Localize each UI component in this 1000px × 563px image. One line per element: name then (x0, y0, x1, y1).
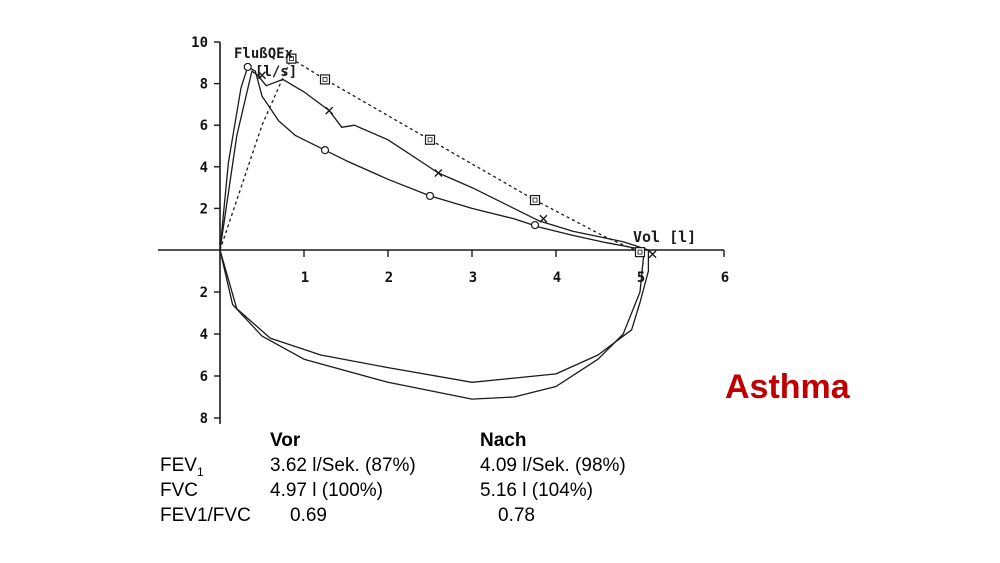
x-marker (258, 71, 266, 80)
row-label: FEV1/FVC (160, 505, 251, 526)
x-marker (434, 169, 443, 178)
header-vor: Vor (270, 430, 301, 451)
x-tick-label: 2 (385, 270, 393, 286)
square-marker (286, 53, 297, 64)
series-line-4 (219, 249, 645, 400)
square-marker (424, 134, 436, 145)
circle-marker (243, 62, 252, 72)
y-tick-label: 4 (200, 160, 208, 176)
chart-curves (219, 57, 654, 400)
y-tick-label: 2 (200, 285, 208, 301)
x-tick-label: 3 (469, 270, 477, 286)
series-line-0 (219, 66, 645, 255)
square-marker-inner (427, 137, 433, 143)
x-marker (325, 106, 334, 115)
y-tick-label: 6 (200, 369, 208, 385)
square-marker-inner (532, 197, 538, 203)
y-tick-label: 8 (200, 411, 208, 427)
square-marker-inner (322, 77, 328, 82)
condition-label: Asthma (725, 368, 850, 406)
row-vor-value: 4.97 l (100%) (270, 480, 384, 501)
x-tick-label: 1 (301, 270, 309, 286)
y-axis-label-line2: [l/s] (255, 64, 297, 80)
square-marker (529, 194, 541, 206)
y-tick-label: 10 (191, 35, 208, 51)
x-tick-label: 6 (721, 270, 729, 286)
row-label: FVC (160, 480, 198, 501)
row-vor-value: 0.69 (290, 505, 327, 526)
row-vor-value: 3.62 l/Sek. (87%) (270, 455, 416, 476)
circle-marker (320, 146, 330, 155)
series-line-2 (219, 57, 641, 253)
series-line-1 (219, 70, 654, 255)
square-marker-inner (637, 249, 643, 255)
chart-markers (243, 53, 657, 259)
row-nach-value: 5.16 l (104%) (480, 480, 594, 501)
row-label: FEV1 (160, 455, 204, 479)
y-tick-label: 8 (200, 77, 208, 93)
x-marker (648, 250, 657, 259)
x-axis-label: Vol [l] (633, 228, 696, 246)
chart-labels: FlußQEx [l/s] Vol [l] (234, 46, 696, 246)
header-nach: Nach (480, 430, 527, 451)
circle-marker (425, 191, 435, 201)
y-tick-label: 4 (200, 327, 208, 343)
series-line-3 (219, 249, 650, 383)
circle-marker (530, 220, 540, 230)
y-axis-label-line1: FlußQEx (234, 46, 294, 62)
y-tick-label: 2 (200, 201, 208, 217)
row-nach-value: 4.09 l/Sek. (98%) (480, 455, 626, 476)
square-marker (319, 74, 331, 85)
x-tick-label: 4 (553, 270, 561, 286)
square-marker (634, 247, 646, 258)
square-marker-inner (288, 56, 294, 62)
chart-axes (158, 42, 724, 424)
y-tick-label: 6 (200, 118, 208, 134)
x-marker (539, 214, 548, 223)
row-nach-value: 0.78 (498, 505, 535, 526)
